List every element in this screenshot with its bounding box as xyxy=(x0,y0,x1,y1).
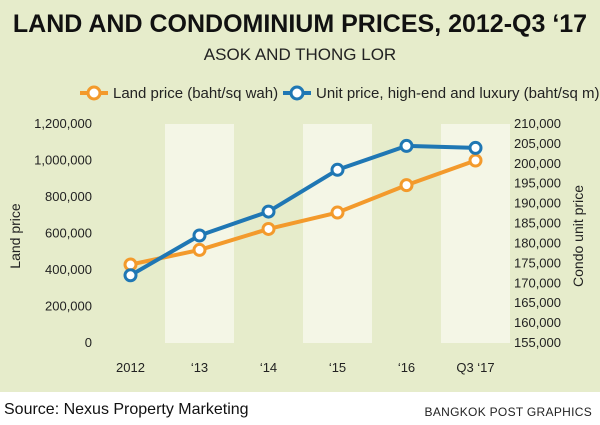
alternating-bands xyxy=(165,124,510,343)
x-tick-label: 2012 xyxy=(116,360,145,375)
legend-item-unit: Unit price, high-end and luxury (baht/sq… xyxy=(283,85,599,102)
right-tick-label: 185,000 xyxy=(514,216,561,231)
left-tick-label: 400,000 xyxy=(45,262,92,277)
right-tick-label: 205,000 xyxy=(514,136,561,151)
legend-unit-label: Unit price, high-end and luxury (baht/sq… xyxy=(316,85,599,102)
unit-price-point xyxy=(399,138,414,153)
unit-price-point xyxy=(192,228,207,243)
x-tick-label: Q3 ‘17 xyxy=(456,360,494,375)
right-tick-label: 165,000 xyxy=(514,295,561,310)
land-price-point xyxy=(192,242,207,257)
right-tick-label: 160,000 xyxy=(514,315,561,330)
x-tick-label: ‘14 xyxy=(260,360,277,375)
right-axis-title: Condo unit price xyxy=(570,185,586,287)
left-axis-ticks: 0 200,000 400,000 600,000 800,000 1,000,000 1,… xyxy=(34,116,92,350)
x-tick-label: ‘16 xyxy=(398,360,415,375)
x-tick-label: ‘15 xyxy=(329,360,346,375)
legend-land-marker xyxy=(86,85,102,101)
chart-title: LAND AND CONDOMINIUM PRICES, 2012-Q3 ‘17 xyxy=(12,10,588,38)
left-tick-label: 0 xyxy=(85,335,92,350)
right-tick-label: 180,000 xyxy=(514,235,561,250)
legend-unit-marker xyxy=(289,85,305,101)
unit-price-point xyxy=(123,268,138,283)
legend-land-label: Land price (baht/sq wah) xyxy=(113,85,278,102)
band-3 xyxy=(303,124,372,343)
graphics-credit: BANGKOK POST GRAPHICS xyxy=(424,405,592,419)
left-tick-label: 600,000 xyxy=(45,226,92,241)
left-tick-label: 1,000,000 xyxy=(34,153,92,168)
right-axis-ticks: 155,000 160,000 165,000 170,000 175,000 180,0… xyxy=(514,116,561,350)
line-chart: Land price (baht/sq wah) Unit price, hig… xyxy=(7,85,599,375)
left-axis-title: Land price xyxy=(7,203,23,269)
right-tick-label: 155,000 xyxy=(514,335,561,350)
right-tick-label: 195,000 xyxy=(514,176,561,191)
right-tick-label: 190,000 xyxy=(514,196,561,211)
unit-price-point xyxy=(330,162,345,177)
legend: Land price (baht/sq wah) Unit price, hig… xyxy=(80,85,599,102)
land-price-line xyxy=(128,158,478,267)
right-tick-label: 200,000 xyxy=(514,156,561,171)
land-price-point xyxy=(399,178,414,193)
right-tick-label: 210,000 xyxy=(514,116,561,131)
x-tick-label: ‘13 xyxy=(191,360,208,375)
right-tick-label: 170,000 xyxy=(514,275,561,290)
left-tick-label: 200,000 xyxy=(45,299,92,314)
chart-subtitle: ASOK AND THONG LOR xyxy=(203,45,397,64)
series-land-price xyxy=(123,153,483,272)
right-tick-label: 175,000 xyxy=(514,255,561,270)
left-tick-label: 800,000 xyxy=(45,189,92,204)
land-price-point xyxy=(330,205,345,220)
x-axis-ticks: 2012 ‘13 ‘14 ‘15 ‘16 Q3 ‘17 xyxy=(116,360,495,375)
land-price-point xyxy=(261,221,276,236)
unit-price-point xyxy=(468,140,483,155)
land-price-point xyxy=(468,153,483,168)
legend-item-land: Land price (baht/sq wah) xyxy=(80,85,278,102)
unit-price-line xyxy=(128,143,478,278)
source-note: Source: Nexus Property Marketing xyxy=(4,401,249,418)
unit-price-point xyxy=(261,204,276,219)
series-unit-price xyxy=(123,138,483,283)
left-tick-label: 1,200,000 xyxy=(34,116,92,131)
